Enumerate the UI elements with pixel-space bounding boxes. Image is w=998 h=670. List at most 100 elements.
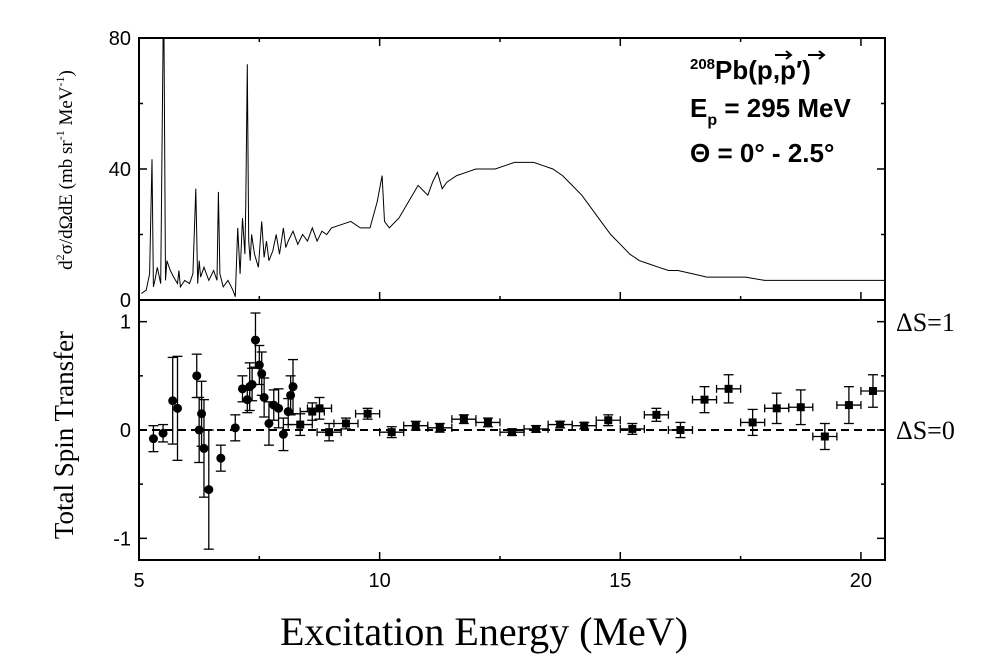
data-point-square xyxy=(676,426,685,434)
data-point-square xyxy=(363,409,372,418)
data-point-square xyxy=(459,415,468,424)
ylabel-sup-neg1b: -1 xyxy=(53,76,67,86)
reaction-p2: p xyxy=(780,55,796,85)
data-point-circle xyxy=(274,403,284,413)
data-point-circle xyxy=(173,403,183,413)
data-point-circle xyxy=(158,428,168,438)
bottom-y-tick-label: -1 xyxy=(113,528,131,550)
angle-range-label: Θ = 0° - 2.5° xyxy=(690,138,834,168)
bottom-y-tick-labels: -1 0 1 xyxy=(113,312,131,551)
data-point-square xyxy=(483,418,492,427)
ylabel-main: σ/dΩdE (mb sr xyxy=(56,140,77,255)
top-y-tick-label: 40 xyxy=(109,159,131,181)
data-point-square xyxy=(724,384,733,393)
reaction-label: 208Pb(p,p′) xyxy=(690,55,811,85)
ylabel-d: d xyxy=(56,260,77,270)
data-point-circle xyxy=(204,485,214,495)
ylabel-close: ) xyxy=(56,70,77,76)
ylabel-sup-neg1: -1 xyxy=(53,130,67,140)
delta-s-zero-label: ΔS=0 xyxy=(896,416,955,445)
cross-section-spectrum-line xyxy=(141,37,885,297)
data-point-square xyxy=(296,420,305,429)
data-point-square xyxy=(411,421,420,430)
reaction-mass: 208 xyxy=(690,56,715,73)
bottom-y-tick-label: 1 xyxy=(120,312,131,334)
top-y-tick-label: 80 xyxy=(109,28,131,50)
data-point-square xyxy=(820,432,829,441)
data-point-circle xyxy=(264,419,274,428)
top-y-tick-label: 0 xyxy=(120,290,131,312)
data-point-circle xyxy=(278,429,288,439)
data-point-square xyxy=(341,419,350,428)
x-tick-labels: 5 10 15 20 xyxy=(133,570,872,592)
data-point-square xyxy=(652,410,661,419)
data-point-circle xyxy=(283,407,293,417)
top-panel-ticks xyxy=(138,37,885,301)
reaction-vector-arrow-1 xyxy=(775,50,793,60)
data-point-square xyxy=(325,428,334,437)
data-point-square xyxy=(308,407,317,416)
data-point-square xyxy=(844,401,853,410)
reaction-p1: p xyxy=(757,55,773,85)
data-point-circle xyxy=(194,425,204,435)
bottom-panel-ticks xyxy=(138,320,885,560)
data-point-square xyxy=(556,420,565,429)
data-point-square xyxy=(532,424,541,433)
data-point-circle xyxy=(250,335,260,345)
delta-s-one-label: ΔS=1 xyxy=(896,308,955,337)
data-point-circle xyxy=(247,380,257,389)
data-point-square xyxy=(748,418,757,427)
data-point-square xyxy=(315,404,324,413)
data-point-square xyxy=(435,423,444,432)
data-point-circle xyxy=(216,453,226,463)
energy-sub: p xyxy=(707,112,717,129)
data-point-circle xyxy=(286,390,296,400)
data-point-square xyxy=(868,387,877,395)
data-point-square xyxy=(387,428,396,437)
top-y-axis-label: d2σ/dΩdE (mb sr-1 MeV-1) xyxy=(53,70,77,270)
data-point-circle xyxy=(237,384,247,394)
reaction-close: ) xyxy=(802,55,811,85)
data-markers xyxy=(148,335,877,495)
data-point-square xyxy=(508,428,516,437)
top-y-tick-labels: 0 40 80 xyxy=(109,28,131,312)
data-point-circle xyxy=(254,360,264,370)
data-point-circle xyxy=(230,423,240,433)
reaction-vector-arrow-2 xyxy=(808,50,826,60)
data-point-circle xyxy=(242,395,252,405)
data-point-square xyxy=(772,404,781,413)
x-tick-label: 5 xyxy=(133,570,144,592)
ylabel-sup2: 2 xyxy=(53,254,67,260)
x-axis-label: Excitation Energy (MeV) xyxy=(280,609,688,654)
energy-symbol: E xyxy=(690,93,707,123)
x-tick-label: 15 xyxy=(609,570,631,592)
reaction-prime: ′ xyxy=(796,55,802,85)
data-point-circle xyxy=(259,393,269,402)
data-point-circle xyxy=(288,382,298,392)
error-bars xyxy=(148,312,886,550)
data-point-square xyxy=(796,403,805,412)
reaction-comma: , xyxy=(773,55,780,85)
data-point-square xyxy=(700,395,709,404)
bottom-y-axis-label: Total Spin Transfer xyxy=(49,331,79,539)
beam-energy-label: Ep = 295 MeV xyxy=(690,93,851,129)
spin-transfer-panel: -1 0 1 5 10 15 20 Total Spin Transfer Excitat… xyxy=(49,299,955,654)
reaction-annotation: 208Pb(p,p′) Ep = 295 MeV Θ = 0° - 2.5° xyxy=(690,50,851,168)
ylabel-unit: MeV xyxy=(56,86,77,130)
data-point-square xyxy=(604,416,613,425)
x-tick-label: 20 xyxy=(850,570,872,592)
data-point-circle xyxy=(257,369,267,379)
data-point-circle xyxy=(197,409,207,419)
data-point-circle xyxy=(199,443,209,453)
data-point-circle xyxy=(148,434,158,444)
data-point-square xyxy=(580,421,589,430)
data-point-square xyxy=(628,424,637,433)
energy-value: = 295 MeV xyxy=(717,93,851,123)
x-tick-label: 10 xyxy=(369,570,391,592)
data-point-circle xyxy=(168,396,178,406)
reaction-element: Pb( xyxy=(715,55,757,85)
bottom-y-tick-label: 0 xyxy=(120,420,131,442)
data-point-circle xyxy=(192,371,202,381)
